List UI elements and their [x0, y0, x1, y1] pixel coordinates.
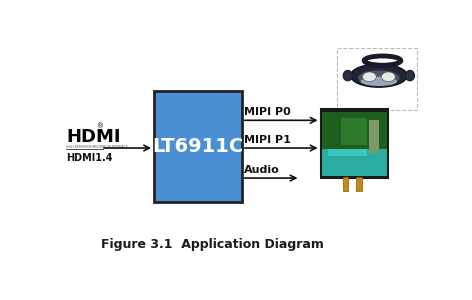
- Bar: [320, 109, 388, 178]
- Bar: [341, 118, 368, 145]
- Ellipse shape: [343, 70, 352, 81]
- Ellipse shape: [381, 72, 396, 82]
- Text: HDMI: HDMI: [66, 128, 121, 146]
- Text: MIPI P1: MIPI P1: [244, 135, 291, 145]
- Ellipse shape: [358, 70, 400, 86]
- Text: Figure 3.1  Application Diagram: Figure 3.1 Application Diagram: [101, 238, 324, 251]
- Bar: [321, 112, 387, 176]
- Ellipse shape: [361, 77, 397, 86]
- Bar: [337, 47, 418, 110]
- Bar: [154, 92, 242, 202]
- Ellipse shape: [351, 64, 407, 87]
- Ellipse shape: [405, 70, 414, 81]
- Text: Audio: Audio: [244, 165, 279, 175]
- Bar: [369, 120, 379, 153]
- Text: LT6911C: LT6911C: [152, 137, 244, 156]
- Text: HIGH-DEFINITION MULTIMEDIA INTERFACE: HIGH-DEFINITION MULTIMEDIA INTERFACE: [66, 145, 128, 149]
- Text: ®: ®: [97, 124, 104, 130]
- Text: HDMI1.4: HDMI1.4: [66, 153, 113, 163]
- Text: MIPI P0: MIPI P0: [244, 107, 290, 117]
- Bar: [328, 149, 368, 157]
- Bar: [343, 177, 348, 191]
- Bar: [356, 177, 362, 191]
- Ellipse shape: [362, 72, 376, 82]
- Bar: [321, 112, 387, 149]
